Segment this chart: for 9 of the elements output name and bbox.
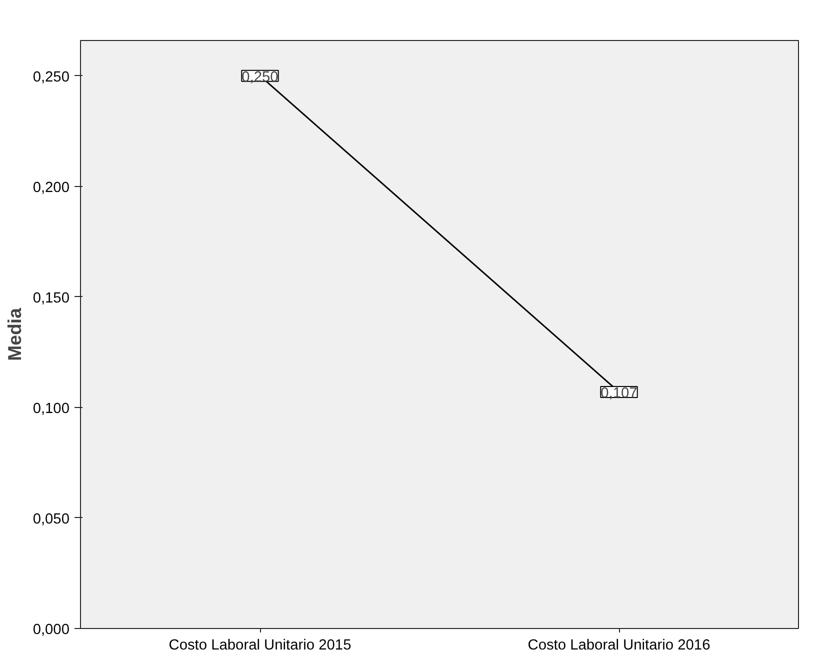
- y-tick-label: 0,000: [32, 622, 70, 638]
- x-tick-label: Costo Laboral Unitario 2015: [168, 638, 352, 654]
- y-tick-label: 0,150: [32, 290, 70, 306]
- x-tick-label: Costo Laboral Unitario 2016: [528, 638, 710, 654]
- y-tick-label: 0,100: [32, 400, 70, 417]
- y-tick-label: 0,200: [32, 180, 70, 196]
- y-tick-label: 0,250: [32, 69, 70, 86]
- y-tick-label: 0,050: [32, 511, 70, 528]
- y-axis-title: Media: [4, 307, 25, 361]
